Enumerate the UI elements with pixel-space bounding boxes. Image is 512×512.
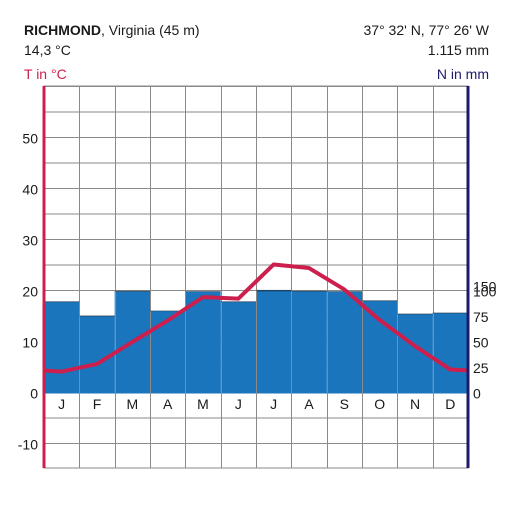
- precipitation-bars: [44, 290, 468, 394]
- month-label: D: [445, 396, 455, 412]
- precipitation-bar: [220, 301, 256, 394]
- month-label: J: [58, 396, 65, 412]
- precipitation-bar: [362, 300, 398, 394]
- precipitation-tick-label: 25: [473, 360, 489, 376]
- precipitation-bar-excess: [256, 290, 292, 292]
- temperature-tick-label: 40: [22, 182, 38, 198]
- month-label: N: [410, 396, 420, 412]
- station-location: , Virginia (45 m): [101, 22, 200, 38]
- station-name: RICHMOND: [24, 22, 101, 38]
- temperature-line-path: [43, 262, 469, 374]
- temperature-tick-label: 20: [22, 284, 38, 300]
- station-coordinates: 37° 32' N, 77° 26' W: [364, 22, 490, 38]
- temperature-tick-label: 10: [22, 335, 38, 351]
- precipitation-bar: [291, 291, 327, 394]
- month-label: O: [374, 396, 385, 412]
- temperature-tick-label: 50: [22, 131, 38, 147]
- precipitation-bar: [44, 301, 80, 394]
- month-label: M: [197, 396, 209, 412]
- month-label: J: [270, 396, 277, 412]
- precipitation-bar: [185, 291, 221, 394]
- station-title: RICHMOND, Virginia (45 m): [24, 22, 200, 38]
- month-label: A: [163, 396, 173, 412]
- precipitation-bar: [150, 310, 186, 394]
- month-label: F: [93, 396, 102, 412]
- mean-temperature: 14,3 °C: [24, 42, 71, 58]
- month-label: M: [126, 396, 138, 412]
- month-label: A: [304, 396, 314, 412]
- precipitation-tick-label: 50: [473, 335, 489, 351]
- temperature-line: [43, 262, 469, 374]
- precipitation-bar: [432, 312, 468, 394]
- precipitation-tick-label: 75: [473, 309, 489, 325]
- precipitation-bar: [256, 291, 292, 394]
- precipitation-axis-label: N in mm: [437, 66, 489, 82]
- annual-precipitation: 1.115 mm: [428, 42, 489, 58]
- precipitation-tick-label: 100: [473, 284, 497, 300]
- month-label: S: [340, 396, 349, 412]
- axes: [42, 86, 470, 468]
- temperature-tick-label: -10: [18, 437, 38, 453]
- temperature-axis-label: T in °C: [24, 66, 67, 82]
- precipitation-tick-label: 150: [473, 278, 497, 294]
- precipitation-tick-label: 0: [473, 386, 481, 402]
- temperature-tick-label: 0: [30, 386, 38, 402]
- month-label: J: [235, 396, 242, 412]
- temperature-tick-label: 30: [22, 233, 38, 249]
- precipitation-bar: [326, 291, 362, 394]
